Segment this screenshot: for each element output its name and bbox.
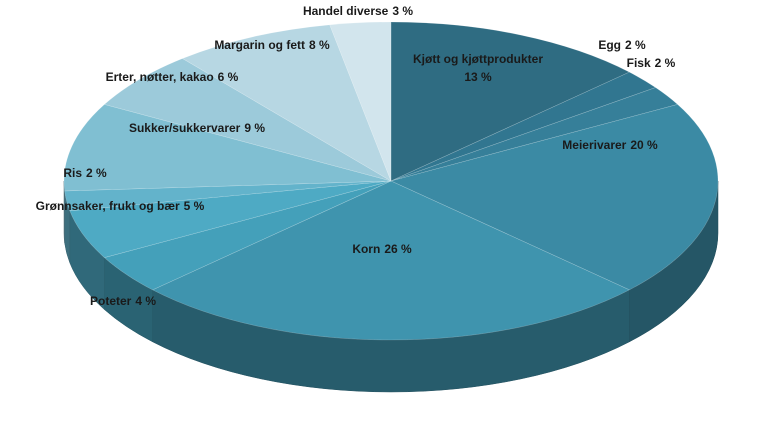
category-label: Fisk bbox=[627, 56, 651, 70]
value-label: 5 % bbox=[184, 199, 205, 213]
value-label: 2 % bbox=[625, 38, 646, 52]
value-label: 3 % bbox=[392, 4, 413, 18]
pie-slice bbox=[64, 180, 392, 212]
category-label: Poteter bbox=[90, 294, 132, 308]
category-label: Ris bbox=[63, 166, 82, 180]
value-label: 20 % bbox=[630, 138, 658, 152]
pie-slice bbox=[390, 21, 631, 182]
pie-slice bbox=[151, 180, 631, 341]
pie-slice bbox=[103, 58, 392, 182]
slice-label: Fisk 2 % bbox=[627, 56, 676, 70]
slice-label: Kjøtt og kjøttprodukter 13 % bbox=[413, 52, 543, 84]
slice-label: Poteter 4 % bbox=[90, 294, 156, 308]
value-label: 2 % bbox=[655, 56, 676, 70]
category-label: Korn bbox=[352, 242, 380, 256]
value-label: 13 % bbox=[464, 70, 492, 84]
pie-slice bbox=[390, 71, 657, 182]
value-label: 26 % bbox=[384, 242, 412, 256]
value-label: 6 % bbox=[218, 70, 239, 84]
value-label: 2 % bbox=[86, 166, 107, 180]
pie-slice bbox=[329, 21, 392, 182]
category-label: Egg bbox=[598, 38, 621, 52]
category-label: Kjøtt og kjøttprodukter bbox=[413, 52, 543, 66]
category-label: Handel diverse bbox=[303, 4, 389, 18]
category-label: Meierivarer bbox=[562, 138, 626, 152]
pie-slice bbox=[69, 180, 392, 258]
pie-slice bbox=[390, 104, 719, 291]
pie-slice bbox=[103, 180, 392, 291]
slice-label: Grønnsaker, frukt og bær 5 % bbox=[36, 199, 205, 213]
slice-label: Korn 26 % bbox=[352, 242, 412, 256]
category-label: Sukker/sukkervarer bbox=[129, 121, 241, 135]
slice-label: Margarin og fett 8 % bbox=[214, 38, 330, 52]
slice-label: Erter, nøtter, kakao 6 % bbox=[106, 70, 239, 84]
pie-slice bbox=[390, 87, 679, 182]
category-label: Grønnsaker, frukt og bær bbox=[36, 199, 180, 213]
value-label: 8 % bbox=[309, 38, 330, 52]
slice-label: Handel diverse 3 % bbox=[303, 4, 413, 18]
slice-label: Ris 2 % bbox=[63, 166, 107, 180]
pie-slice bbox=[63, 104, 392, 192]
value-label: 4 % bbox=[135, 294, 156, 308]
category-label: Erter, nøtter, kakao bbox=[106, 70, 214, 84]
slice-label: Sukker/sukkervarer 9 % bbox=[129, 121, 265, 135]
value-label: 9 % bbox=[244, 121, 265, 135]
pie-slice bbox=[181, 24, 392, 182]
slice-label: Meierivarer 20 % bbox=[562, 138, 658, 152]
category-label: Margarin og fett bbox=[214, 38, 305, 52]
slice-label: Egg 2 % bbox=[598, 38, 646, 52]
